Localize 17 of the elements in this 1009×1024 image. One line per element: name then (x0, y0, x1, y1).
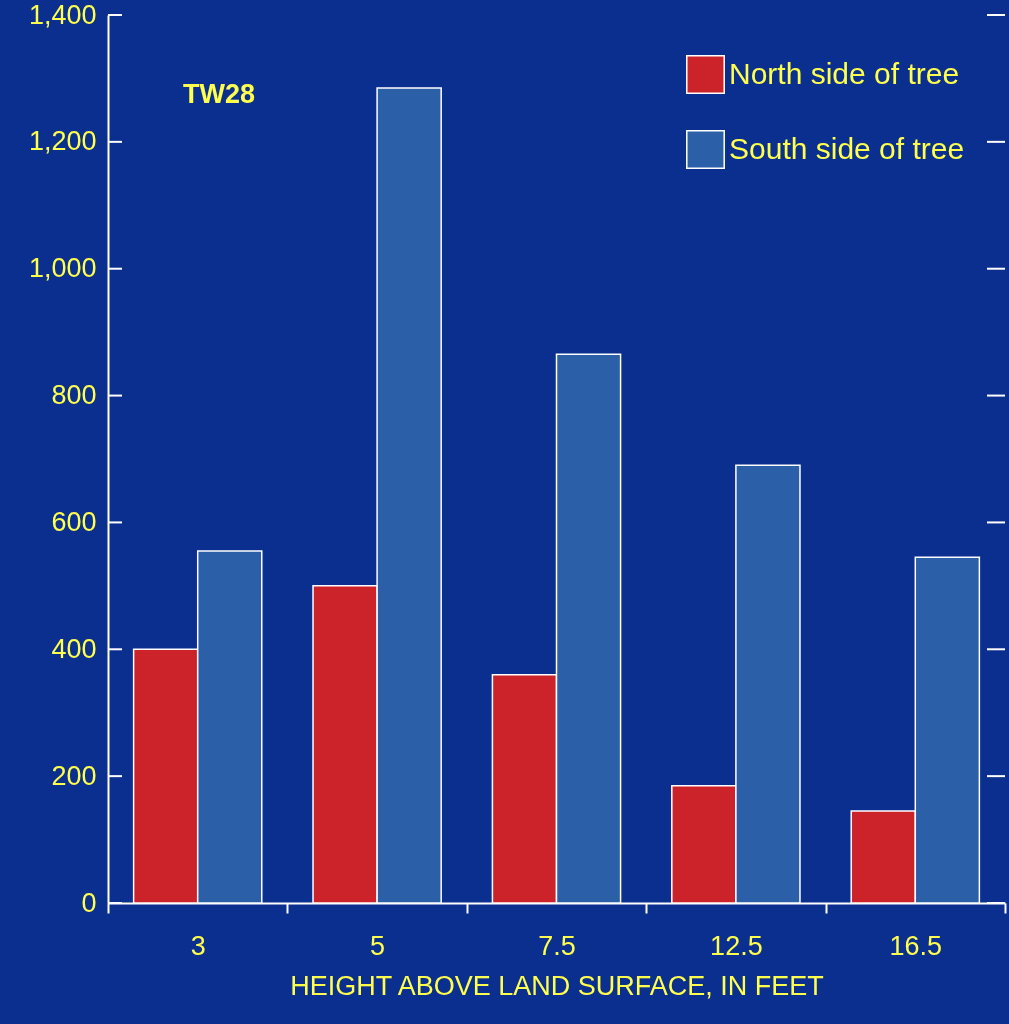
y-tick-label: 1,200 (28, 126, 97, 157)
annotation: TW28 (183, 79, 256, 109)
x-tick-label: 5 (370, 930, 386, 961)
x-tick-label: 16.5 (889, 930, 943, 961)
y-tick-label: 400 (51, 633, 97, 664)
legend-label: South side of tree (729, 131, 965, 165)
x-tick-label: 12.5 (710, 930, 763, 961)
y-tick-label: 1,000 (28, 253, 97, 284)
y-tick-label: 200 (51, 760, 97, 791)
y-tick-label: 600 (51, 506, 97, 537)
x-tick-label: 7.5 (538, 930, 576, 961)
legend-label: North side of tree (729, 56, 960, 90)
x-tick-label: 3 (190, 930, 206, 961)
y-tick-label: 800 (51, 380, 97, 411)
y-tick-label: 1,400 (28, 0, 97, 30)
x-axis-title: HEIGHT ABOVE LAND SURFACE, IN FEET (290, 970, 824, 1001)
y-tick-label: 0 (81, 887, 97, 918)
